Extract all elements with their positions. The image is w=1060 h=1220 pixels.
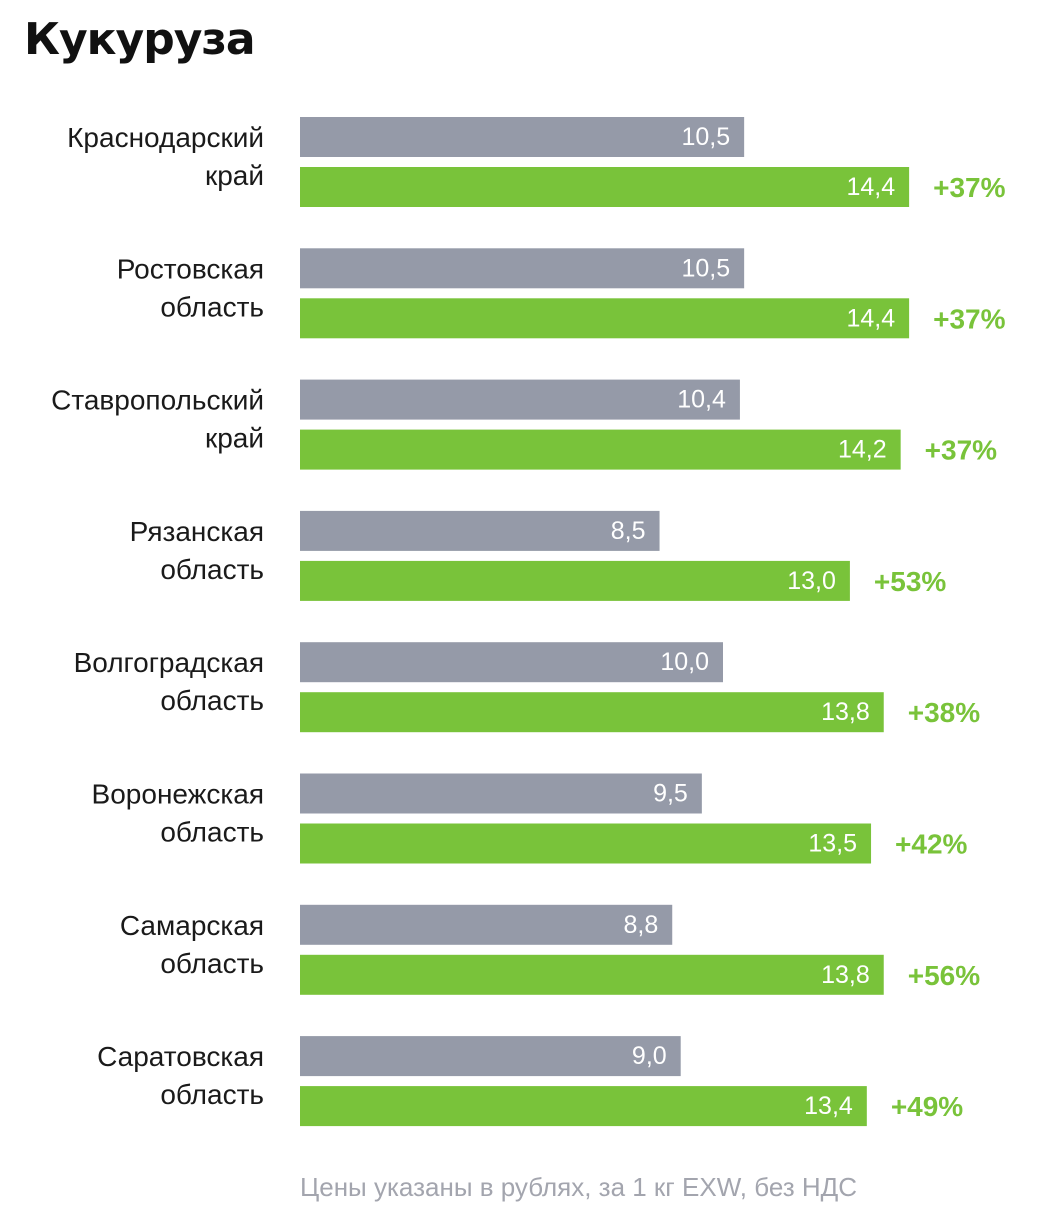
- bar-gray: [300, 773, 702, 814]
- change-percent-label: +37%: [933, 303, 1005, 334]
- category-label: Волгоградская: [74, 647, 264, 678]
- bar-value-label: 13,5: [808, 830, 857, 858]
- footnote: Цены указаны в рублях, за 1 кг EXW, без …: [300, 1172, 858, 1202]
- bar-value-label: 10,0: [660, 648, 709, 676]
- category-label: Ростовская: [117, 253, 264, 284]
- category-label: Самарская: [120, 910, 264, 941]
- bar-green: [300, 429, 901, 470]
- change-percent-label: +37%: [925, 435, 997, 466]
- chart-title: Кукуруза: [24, 14, 256, 65]
- bar-value-label: 9,0: [632, 1042, 667, 1070]
- bar-value-label: 13,8: [821, 698, 870, 726]
- bar-gray: [300, 248, 745, 289]
- bar-value-label: 10,5: [681, 123, 730, 151]
- bar-value-label: 8,5: [611, 517, 646, 545]
- bar-green: [300, 560, 850, 601]
- bar-value-label: 13,0: [787, 567, 836, 595]
- bar-gray: [300, 510, 660, 551]
- bar-gray: [300, 904, 673, 945]
- category-label: область: [160, 948, 264, 979]
- change-percent-label: +37%: [933, 172, 1005, 203]
- category-label: область: [160, 291, 264, 322]
- bar-value-label: 14,4: [846, 173, 895, 201]
- bar-value-label: 8,8: [623, 911, 658, 939]
- bar-gray: [300, 117, 745, 157]
- change-percent-label: +49%: [891, 1091, 963, 1122]
- bar-green: [300, 692, 884, 733]
- bar-chart: Краснодарский край 10,5 14,4 +37% Ростовская о…: [51, 117, 1006, 1127]
- bar-value-label: 10,5: [681, 254, 730, 282]
- bar-gray: [300, 1036, 681, 1077]
- change-percent-label: +42%: [895, 829, 967, 860]
- category-label: область: [160, 685, 264, 716]
- category-label: область: [160, 1079, 264, 1110]
- category-label: Рязанская: [130, 516, 264, 547]
- bar-value-label: 14,4: [846, 304, 895, 332]
- bar-green: [300, 954, 884, 995]
- bar-gray: [300, 379, 740, 420]
- category-label: Краснодарский: [67, 122, 264, 153]
- category-label: Саратовская: [97, 1041, 264, 1072]
- bar-green: [300, 1086, 867, 1127]
- bar-gray: [300, 642, 723, 683]
- category-label: область: [160, 554, 264, 585]
- category-label: Воронежская: [92, 779, 264, 810]
- bar-green: [300, 823, 872, 864]
- bar-value-label: 14,2: [838, 436, 887, 464]
- category-label: край: [205, 423, 264, 454]
- category-label: край: [205, 160, 264, 191]
- bar-green: [300, 167, 910, 207]
- bar-value-label: 13,4: [804, 1092, 853, 1120]
- bar-value-label: 9,5: [653, 780, 688, 808]
- bar-value-label: 10,4: [677, 386, 726, 414]
- change-percent-label: +53%: [874, 566, 946, 597]
- change-percent-label: +56%: [908, 960, 980, 991]
- category-label: Ставропольский: [51, 385, 264, 416]
- category-label: область: [160, 817, 264, 848]
- change-percent-label: +38%: [908, 697, 980, 728]
- bar-green: [300, 298, 910, 339]
- bar-value-label: 13,8: [821, 961, 870, 989]
